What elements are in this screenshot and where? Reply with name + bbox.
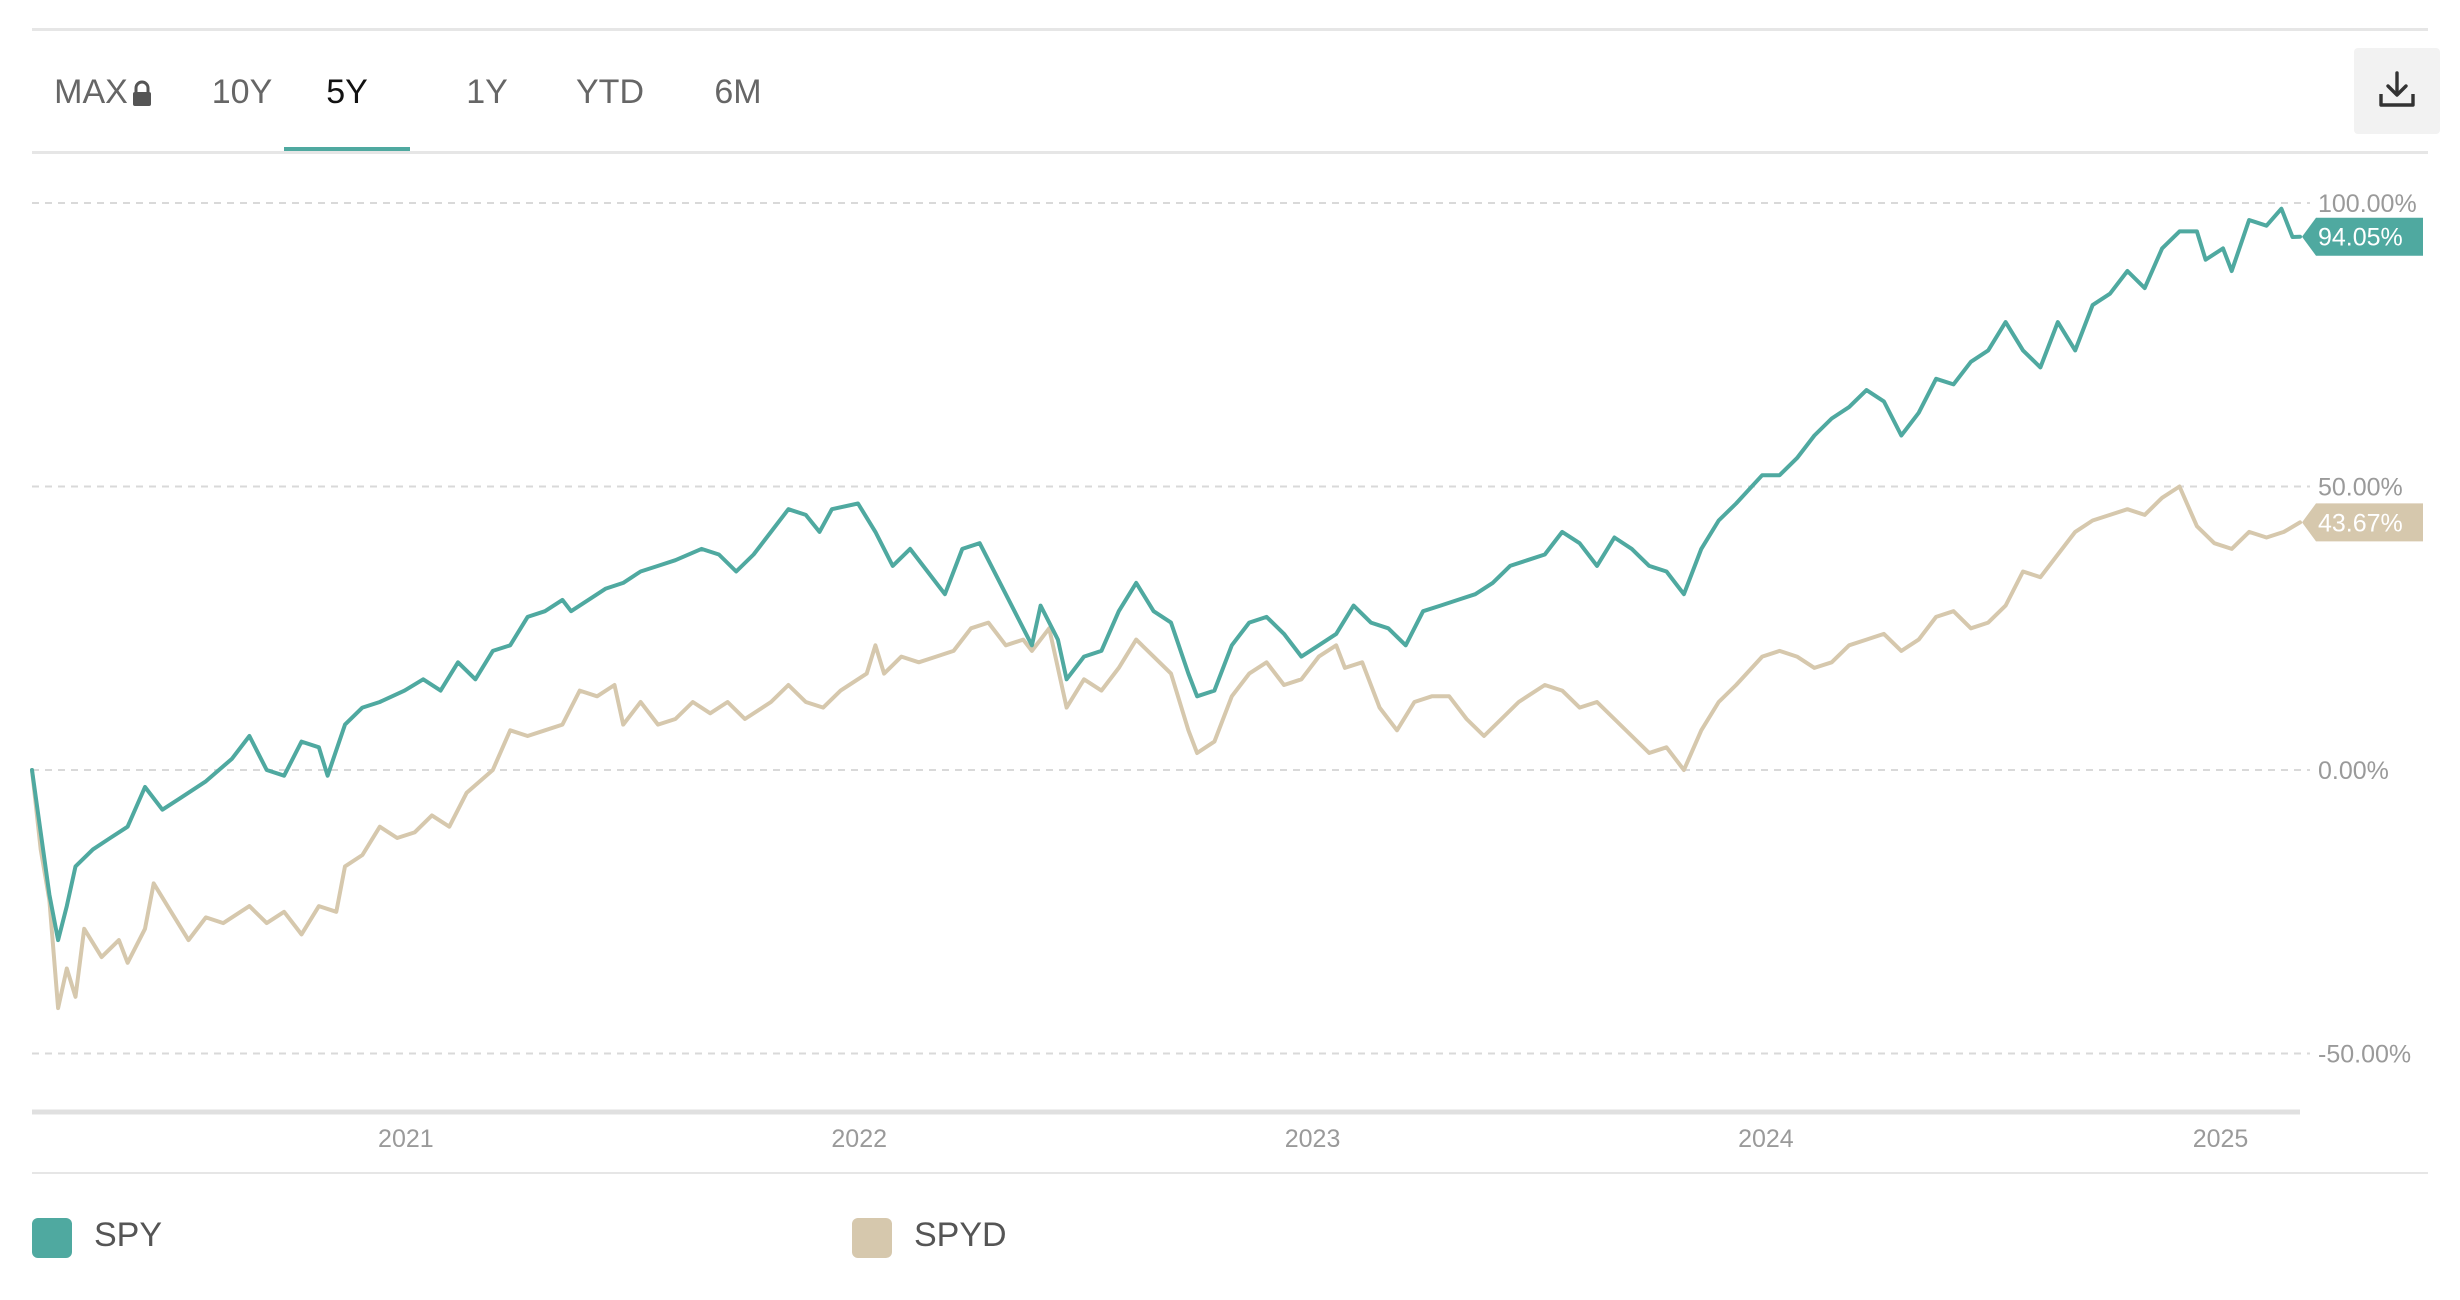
tab-1y[interactable]: 1Y [432, 40, 542, 152]
end-value-label: 43.67% [2318, 509, 2403, 537]
lock-icon [133, 80, 151, 106]
tab-5y[interactable]: 5Y [284, 40, 410, 152]
series-line-spyd [30, 484, 2302, 1011]
download-icon [2379, 71, 2415, 107]
y-tick-label: 100.00% [2318, 190, 2417, 218]
top-divider [32, 28, 2428, 31]
x-tick-label: 2025 [2193, 1125, 2249, 1153]
legend-label-spyd: SPYD [914, 1216, 1007, 1254]
tab-max[interactable]: MAX [32, 40, 150, 152]
range-tabs: MAX 10Y 5Y 1Y YTD 6M [32, 40, 2428, 152]
x-tick-label: 2021 [378, 1125, 434, 1153]
end-value-tag-spy: 94.05% [2302, 217, 2423, 256]
series-line-spy [30, 206, 2302, 943]
legend-label-spy: SPY [94, 1216, 163, 1254]
tab-label-max: MAX [54, 73, 128, 111]
x-tick-label: 2024 [1738, 1125, 1794, 1153]
end-value-tag-bg [2302, 217, 2423, 256]
tab-label-1y: 1Y [466, 73, 508, 111]
tab-label-5y: 5Y [326, 73, 368, 111]
end-value-label: 94.05% [2318, 224, 2403, 252]
x-tick-label: 2023 [1285, 1125, 1341, 1153]
y-tick-label: 50.00% [2318, 474, 2403, 502]
tab-10y[interactable]: 10Y [182, 40, 302, 152]
download-button[interactable] [2354, 48, 2440, 134]
legend-swatch-spy [32, 1218, 72, 1258]
end-value-tag-bg [2302, 503, 2423, 542]
tabs-divider [32, 151, 2428, 154]
y-tick-label: -50.00% [2318, 1041, 2411, 1069]
tab-6m[interactable]: 6M [678, 40, 798, 152]
end-value-tag-spyd: 43.67% [2302, 503, 2423, 542]
bottom-divider [32, 1172, 2428, 1174]
line-chart: 100.00% 50.00% 0.00% -50.00% 2021 2022 2023 202… [30, 190, 2423, 1153]
tab-ytd[interactable]: YTD [550, 40, 670, 152]
grid-lines [32, 202, 2310, 1115]
y-tick-label: 0.00% [2318, 757, 2389, 785]
legend-swatch-spyd [852, 1218, 892, 1258]
tab-label-10y: 10Y [211, 73, 273, 111]
series-lines [30, 206, 2302, 1011]
axis-labels: 100.00% 50.00% 0.00% -50.00% 2021 2022 2023 202… [378, 190, 2423, 1153]
tab-label-ytd: YTD [576, 73, 644, 111]
x-tick-label: 2022 [831, 1125, 887, 1153]
tab-label-6m: 6M [714, 73, 762, 111]
